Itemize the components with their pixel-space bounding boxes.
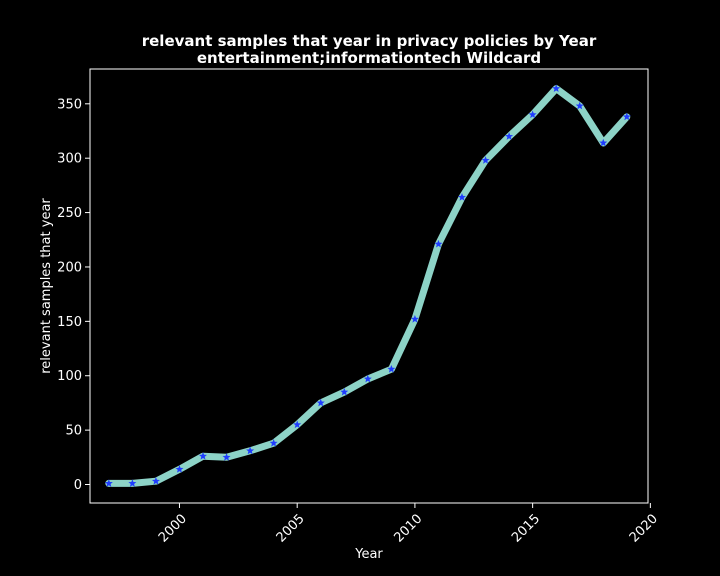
data-point <box>528 110 537 119</box>
data-point <box>246 446 255 455</box>
data-point <box>410 314 419 323</box>
y-tick-label: 350 <box>57 97 82 112</box>
data-point <box>363 374 372 383</box>
data-point <box>622 112 631 121</box>
chart-subtitle: entertainment;informationtech Wildcard <box>197 49 541 67</box>
data-point <box>104 479 113 487</box>
data-point <box>175 465 184 473</box>
data-point <box>481 156 490 164</box>
y-axis-label: relevant samples that year <box>39 198 54 374</box>
y-tick-label: 150 <box>57 315 82 330</box>
data-point <box>552 84 561 92</box>
data-point <box>269 438 278 447</box>
x-axis-label: Year <box>354 547 383 562</box>
y-tick-label: 50 <box>65 424 82 439</box>
y-tick-label: 300 <box>57 152 82 167</box>
data-point <box>387 365 396 373</box>
y-tick-label: 200 <box>57 260 82 275</box>
series-markers <box>104 84 631 487</box>
data-point <box>222 453 231 461</box>
y-axis: 0 50 100 150 200 250 300 350 <box>57 97 90 493</box>
data-point <box>340 387 349 396</box>
y-tick-label: 250 <box>57 206 82 221</box>
data-point <box>505 132 514 140</box>
data-point <box>575 101 584 110</box>
chart-title: relevant samples that year in privacy po… <box>142 32 597 50</box>
data-point <box>434 239 443 248</box>
plot-frame <box>89 68 649 504</box>
data-point <box>199 452 208 460</box>
data-point <box>458 193 466 201</box>
data-point <box>151 477 160 485</box>
data-point <box>128 479 137 487</box>
y-tick-label: 0 <box>74 478 82 493</box>
y-tick-label: 100 <box>57 369 82 384</box>
data-point <box>293 420 302 429</box>
data-point <box>316 398 325 407</box>
data-point <box>599 138 608 147</box>
